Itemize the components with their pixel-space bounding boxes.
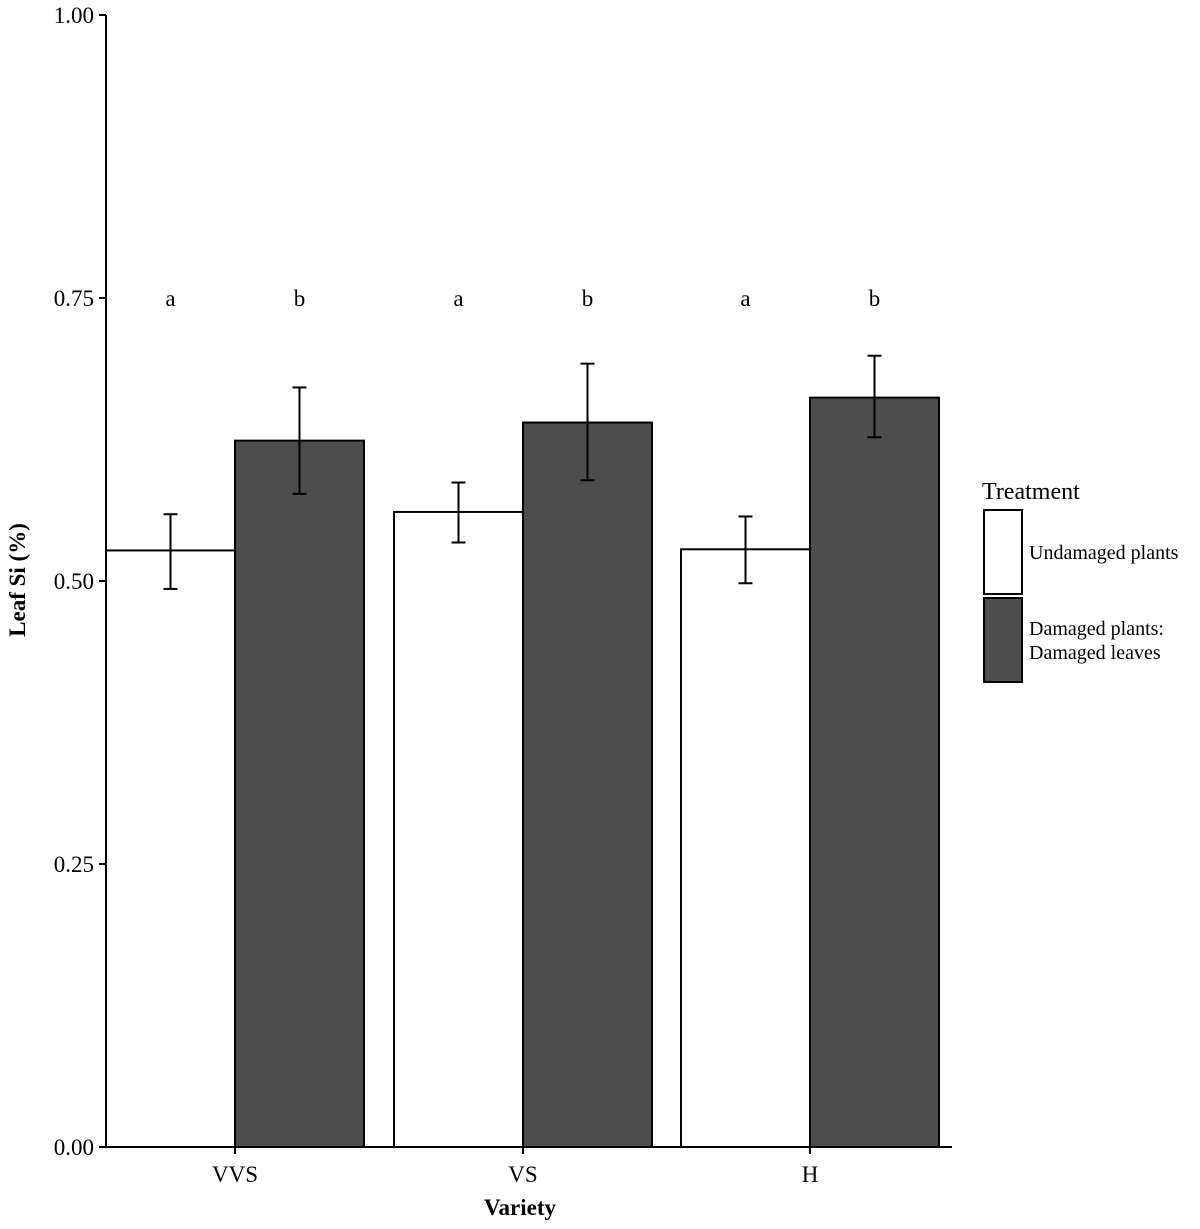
y-tick-label: 0.00 <box>54 1135 94 1160</box>
significance-letter: a <box>165 286 175 311</box>
axes-layer: 0.00 0.25 0.50 0.75 1.00 VVS VS H <box>54 3 952 1187</box>
bar-vvs-undamaged <box>105 549 236 1148</box>
x-tick-label: VVS <box>212 1162 258 1187</box>
bar-vs-undamaged <box>393 510 524 1148</box>
y-tick-label: 0.25 <box>54 852 94 877</box>
legend-label: Damaged leaves <box>1029 642 1161 664</box>
significance-letter: b <box>869 286 881 311</box>
significance-letter: b <box>294 286 306 311</box>
y-axis-title: Leaf Si (%) <box>5 523 30 637</box>
bar-vvs-damaged <box>234 439 365 1148</box>
y-tick-label: 0.75 <box>54 286 94 311</box>
legend: Treatment Undamaged plants Damaged plants:… <box>982 479 1179 683</box>
legend-label: Damaged plants: <box>1029 618 1164 640</box>
y-tick-label: 0.50 <box>54 569 94 594</box>
x-axis-title: Variety <box>484 1195 556 1220</box>
bar-vs-damaged <box>522 421 653 1148</box>
legend-key-undamaged <box>983 509 1023 595</box>
bar-h-damaged <box>809 396 940 1148</box>
x-tick-label: H <box>802 1162 819 1187</box>
significance-letter: a <box>740 286 750 311</box>
significance-letter: b <box>582 286 594 311</box>
legend-title: Treatment <box>982 479 1080 505</box>
y-tick-label: 1.00 <box>54 3 94 28</box>
legend-key-damaged <box>983 597 1023 683</box>
legend-label: Undamaged plants <box>1029 542 1179 564</box>
error-bars-layer <box>163 354 882 590</box>
significance-letters-layer: a a ab b b <box>165 286 880 311</box>
significance-letter: a <box>453 286 463 311</box>
x-tick-label: VS <box>508 1162 537 1187</box>
bar-h-undamaged <box>680 548 811 1148</box>
bars-layer <box>105 396 940 1148</box>
